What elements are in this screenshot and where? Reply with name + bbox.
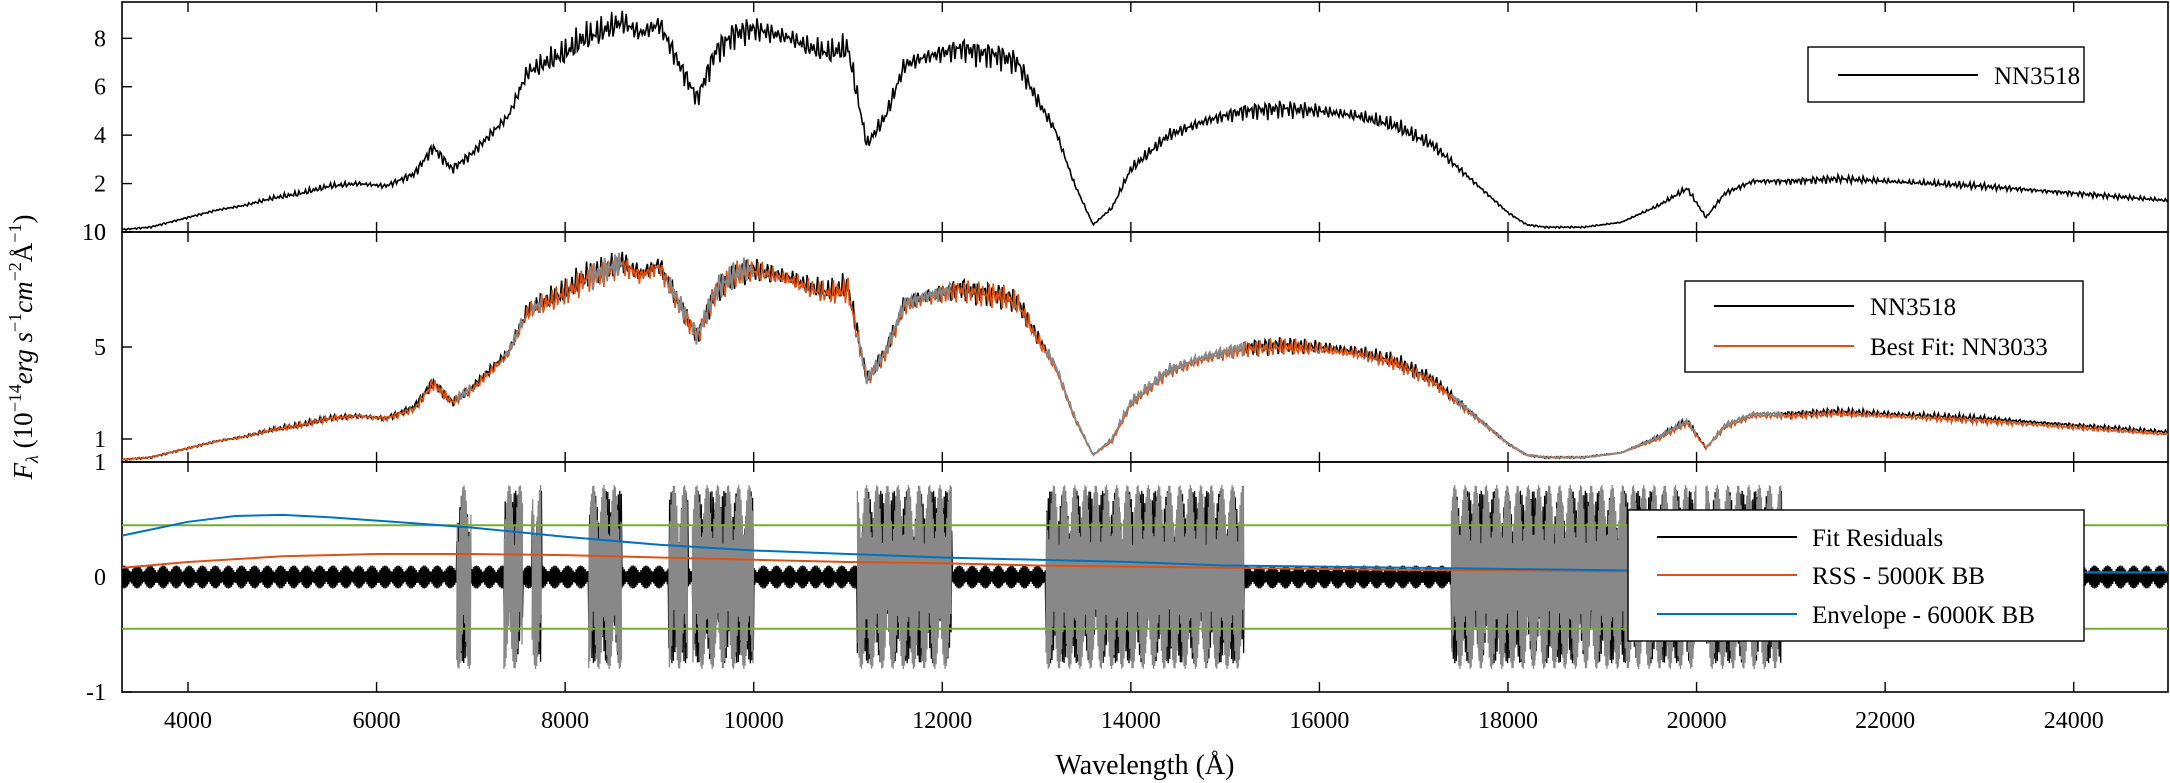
masked-region-line (503, 485, 524, 669)
x-axis-ticks: 4000 6000 8000 10000 12000 14000 16000 18000 200… (164, 2, 2104, 734)
x-axis-label: Wavelength (Å) (1056, 750, 1235, 781)
masked-region-line (856, 280, 952, 385)
y-tick-label: -1 (86, 680, 106, 706)
y-tick-label: 2 (94, 172, 106, 198)
x-tick-label: 12000 (912, 708, 972, 734)
y-tick-label: 1 (94, 427, 106, 453)
panel-top: 0 2 4 6 8 NN3518 (94, 1, 2169, 246)
panel-bottom: -1 0 1 Fit Residuals RSS - 5000K BB Envelo… (86, 450, 2169, 706)
x-tick-label: 6000 (353, 708, 401, 734)
legend-label-rss: RSS - 5000K BB (1812, 563, 1985, 590)
legend-label-fit-residuals: Fit Residuals (1812, 525, 1943, 552)
x-tick-label: 10000 (724, 708, 784, 734)
y-tick-label: 0 (94, 565, 106, 591)
masked-region-line (1045, 342, 1245, 457)
masked-region-line (531, 485, 542, 670)
series-line-rss (121, 553, 2168, 574)
masked-region-line (1450, 393, 1697, 460)
series-line-envelope (121, 513, 2168, 574)
legend-box (1684, 280, 2084, 373)
legend-label-envelope: Envelope - 6000K BB (1812, 602, 2035, 629)
x-tick-label: 16000 (1289, 708, 1349, 734)
panel-bottom-y-ticks: -1 0 1 (86, 450, 132, 706)
y-tick-label: 5 (94, 335, 106, 361)
masked-region-line (691, 257, 754, 345)
y-axis-label: Fλ (10−14erg s−1cm−2Å−1) (5, 215, 42, 481)
y-tick-label: 8 (94, 26, 106, 52)
masked-region-line (503, 318, 524, 358)
x-tick-label: 14000 (1101, 708, 1161, 734)
masked-region-line (691, 484, 755, 670)
panel-bottom-legend: Fit Residuals RSS - 5000K BB Envelope - … (1627, 509, 2085, 642)
x-tick-label: 20000 (1667, 708, 1727, 734)
y-tick-label: 4 (94, 123, 106, 149)
y-tick-label: 1 (94, 450, 106, 476)
y-tick-label: 0 (94, 220, 106, 246)
panel-top-series (121, 10, 2169, 232)
panel-top-legend: NN3518 (1807, 46, 2085, 103)
legend-label-nn3518: NN3518 (1994, 63, 2080, 90)
x-tick-label: 22000 (1855, 708, 1915, 734)
masked-region-line (856, 484, 952, 670)
panel-top-y-ticks: 0 2 4 6 8 (94, 26, 132, 246)
x-tick-label: 4000 (164, 708, 212, 734)
series-line-best-fit (121, 257, 2169, 462)
masked-region-line (587, 252, 623, 291)
x-tick-label: 24000 (2044, 708, 2104, 734)
series-line-nn3518 (121, 10, 2169, 232)
x-tick-label: 8000 (541, 708, 589, 734)
masked-region-line (456, 485, 472, 670)
masked-region-line (531, 295, 543, 316)
y-tick-label: 10 (82, 220, 106, 246)
masked-region-line (588, 484, 623, 670)
legend-label-best-fit: Best Fit: NN3033 (1870, 334, 2048, 361)
panel-middle-series (121, 251, 2169, 462)
y-tick-label: 6 (94, 75, 106, 101)
x-tick-label: 18000 (1478, 708, 1538, 734)
masked-region-line (668, 276, 689, 321)
panel-top-frame (121, 1, 2169, 233)
masked-region-line (668, 485, 689, 669)
masked-region-line (1705, 410, 1783, 449)
masked-region-line (1045, 484, 1245, 670)
panel-middle-legend: NN3518 Best Fit: NN3033 (1684, 280, 2084, 373)
legend-label-nn3518: NN3518 (1870, 294, 1956, 321)
masked-region-line (455, 384, 471, 403)
